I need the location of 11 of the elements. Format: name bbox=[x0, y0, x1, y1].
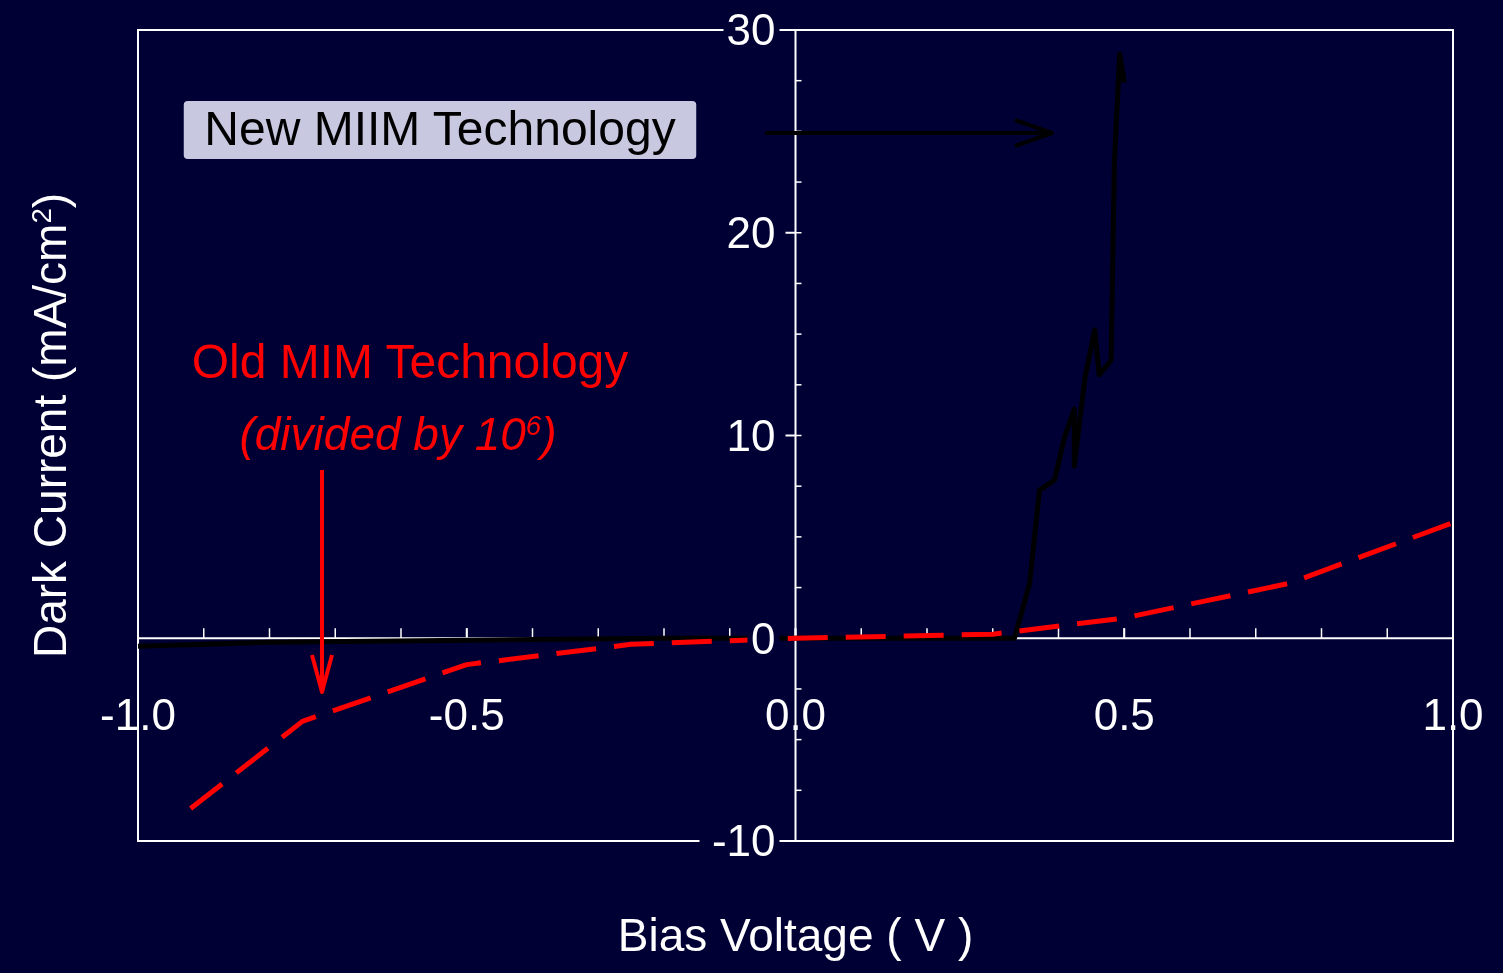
x-tick-label: 0.5 bbox=[1093, 690, 1155, 740]
x-axis-title: Bias Voltage ( V ) bbox=[617, 909, 974, 961]
y-tick-label: 30 bbox=[726, 5, 776, 55]
text: New MIIM Technology bbox=[204, 102, 676, 155]
y-tick-label: 10 bbox=[726, 410, 776, 460]
text: Old MIM Technology bbox=[191, 335, 629, 388]
y-tick-label: 0 bbox=[751, 613, 776, 663]
x-tick-label: -0.5 bbox=[428, 690, 505, 740]
y-tick-label: 20 bbox=[726, 208, 776, 258]
annotation: (divided by 10$^{6}$) bbox=[239, 408, 557, 460]
y-tick-label: -10 bbox=[711, 816, 776, 866]
